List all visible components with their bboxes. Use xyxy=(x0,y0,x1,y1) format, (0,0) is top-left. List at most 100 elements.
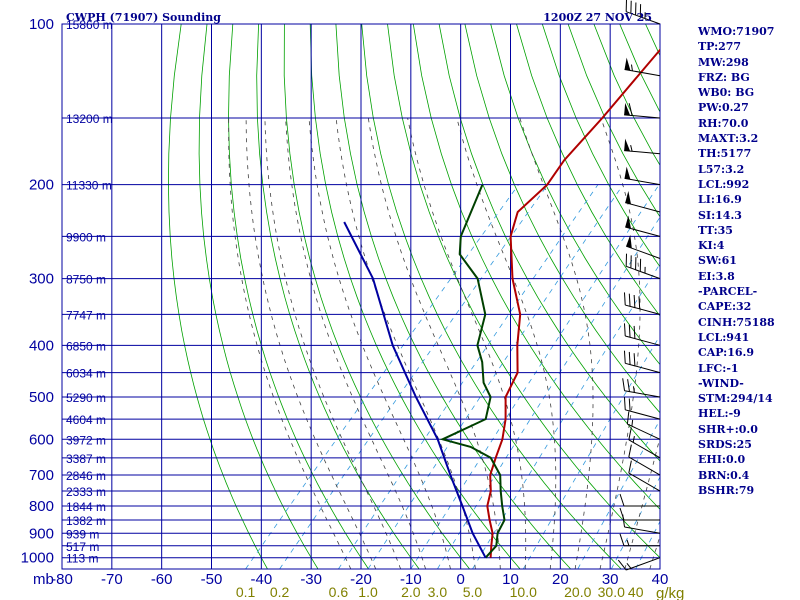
sounding-line xyxy=(343,221,487,559)
mixing-ratio-tick-label: 10.0 xyxy=(510,584,537,600)
index-item: WB0: BG xyxy=(698,86,755,100)
wind-barb-staff xyxy=(626,11,661,25)
temperature-tick-label: -40 xyxy=(250,571,272,588)
mixing-ratio-tick-label: 0.6 xyxy=(329,584,349,600)
wind-barb-flag xyxy=(625,191,632,205)
dry-adiabat-line xyxy=(412,24,660,510)
wind-barb-half-feather xyxy=(626,563,632,569)
temperature-tick-label: 40 xyxy=(652,571,669,588)
dry-adiabat-line xyxy=(283,24,470,569)
wind-barb xyxy=(628,427,661,459)
wind-barb-staff xyxy=(625,335,661,346)
index-item: CAP:16.9 xyxy=(698,346,755,360)
temperature-tick-label: 20 xyxy=(552,571,569,588)
wind-barb-feather xyxy=(619,533,625,546)
wind-barb-feather xyxy=(626,411,630,425)
height-label: 939 m xyxy=(66,527,99,541)
wind-barb-feather xyxy=(628,293,631,307)
index-item: TP:277 xyxy=(698,40,742,54)
wind-barb-half-feather xyxy=(631,64,633,71)
mixing-ratio-tick-label: 0.2 xyxy=(270,584,290,600)
wind-barb-flag xyxy=(624,138,631,152)
moist-adiabat-line xyxy=(519,117,594,569)
pressure-tick-label: 100 xyxy=(29,16,54,33)
index-item: LCL:941 xyxy=(698,330,750,344)
wind-barb-half-feather xyxy=(632,386,635,393)
wind-barb-feather xyxy=(617,559,627,571)
dry-adiabat-line xyxy=(167,24,268,569)
height-label: 2333 m xyxy=(66,485,106,499)
index-item: FRZ: BG xyxy=(698,70,750,84)
dry-adiabat-line xyxy=(438,24,660,462)
wind-barb xyxy=(628,460,661,492)
wind-barb-feather xyxy=(623,397,626,410)
wind-barb-staff xyxy=(626,265,661,280)
dry-adiabat-line xyxy=(198,24,319,569)
wind-barb-staff xyxy=(624,68,661,77)
temperature-tick-label: -70 xyxy=(101,571,123,588)
index-item: CAPE:32 xyxy=(698,300,752,314)
mixing-ratio-tick-label: 30.0 xyxy=(598,584,625,600)
sounding-line xyxy=(439,184,506,559)
moist-adiabat-line xyxy=(456,117,557,569)
wind-barb-feather xyxy=(623,292,626,306)
temperature-tick-label: -10 xyxy=(400,571,422,588)
index-item: BSHR:79 xyxy=(698,483,755,497)
height-label: 2846 m xyxy=(66,469,106,483)
sounding-series xyxy=(343,48,660,559)
mixing-ratio-tick-label: 40 xyxy=(628,584,644,600)
temperature-tick-label: -30 xyxy=(300,571,322,588)
wind-barb-feather xyxy=(623,323,626,337)
dry-adiabat-line xyxy=(490,24,660,366)
wind-barb-flag xyxy=(626,234,632,249)
index-item: SRDS:25 xyxy=(698,438,752,452)
wind-barb xyxy=(628,444,661,476)
height-label: 15860 m xyxy=(66,18,113,32)
wind-barb xyxy=(625,215,661,237)
wind-barb xyxy=(624,57,661,77)
dry-adiabat-line xyxy=(256,24,420,569)
wind-barbs xyxy=(617,0,661,571)
temperature-tick-label: -60 xyxy=(151,571,173,588)
mixing-ratio-unit: g/kg xyxy=(656,585,684,600)
height-label: 9900 m xyxy=(66,230,106,244)
wind-barb xyxy=(625,191,661,213)
wind-barb xyxy=(622,378,661,398)
wind-barb-feather xyxy=(633,325,636,339)
pressure-tick-label: 800 xyxy=(29,498,54,515)
wind-barb-feather xyxy=(622,514,626,528)
height-label: 11330 m xyxy=(66,179,112,193)
height-label: 517 m xyxy=(66,540,99,554)
wind-barb-staff xyxy=(625,304,661,315)
wind-barb xyxy=(617,557,661,571)
index-item: WMO:71907 xyxy=(698,25,775,38)
height-label: 3387 m xyxy=(66,452,106,466)
mixing-ratio-tick-label: 3.0 xyxy=(428,584,448,600)
wind-barb-feather xyxy=(628,103,633,116)
index-item: L57:3.2 xyxy=(698,162,745,176)
wind-barb xyxy=(624,138,661,155)
pressure-tick-label: 900 xyxy=(29,525,54,542)
wind-barb xyxy=(626,234,661,259)
wind-barb-feather xyxy=(619,493,625,507)
wind-barb-staff xyxy=(627,423,661,440)
wind-barb xyxy=(625,0,661,25)
wind-barb-feather xyxy=(638,296,641,309)
pressure-tick-label: 300 xyxy=(29,271,54,288)
mixing-ratio-line xyxy=(410,184,660,569)
mixing-ratio-tick-label: 5.0 xyxy=(463,584,483,600)
plot-frame xyxy=(61,23,661,570)
wind-barb-feather xyxy=(628,460,632,474)
index-item: PW:0.27 xyxy=(698,101,749,115)
index-item: -WIND- xyxy=(698,376,744,390)
wind-barb-feather xyxy=(633,294,636,308)
mixing-ratio-tick-label: 20.0 xyxy=(564,584,591,600)
wind-barb-feather xyxy=(622,378,626,391)
wind-barb-staff xyxy=(624,526,661,534)
wind-barb-flag xyxy=(624,57,631,71)
wind-barb-flag xyxy=(624,166,631,180)
mixing-ratio-line xyxy=(437,216,660,569)
wind-barb-staff xyxy=(628,456,661,476)
temperature-tick-label: -50 xyxy=(201,571,223,588)
wind-barb-half-feather xyxy=(630,144,633,152)
